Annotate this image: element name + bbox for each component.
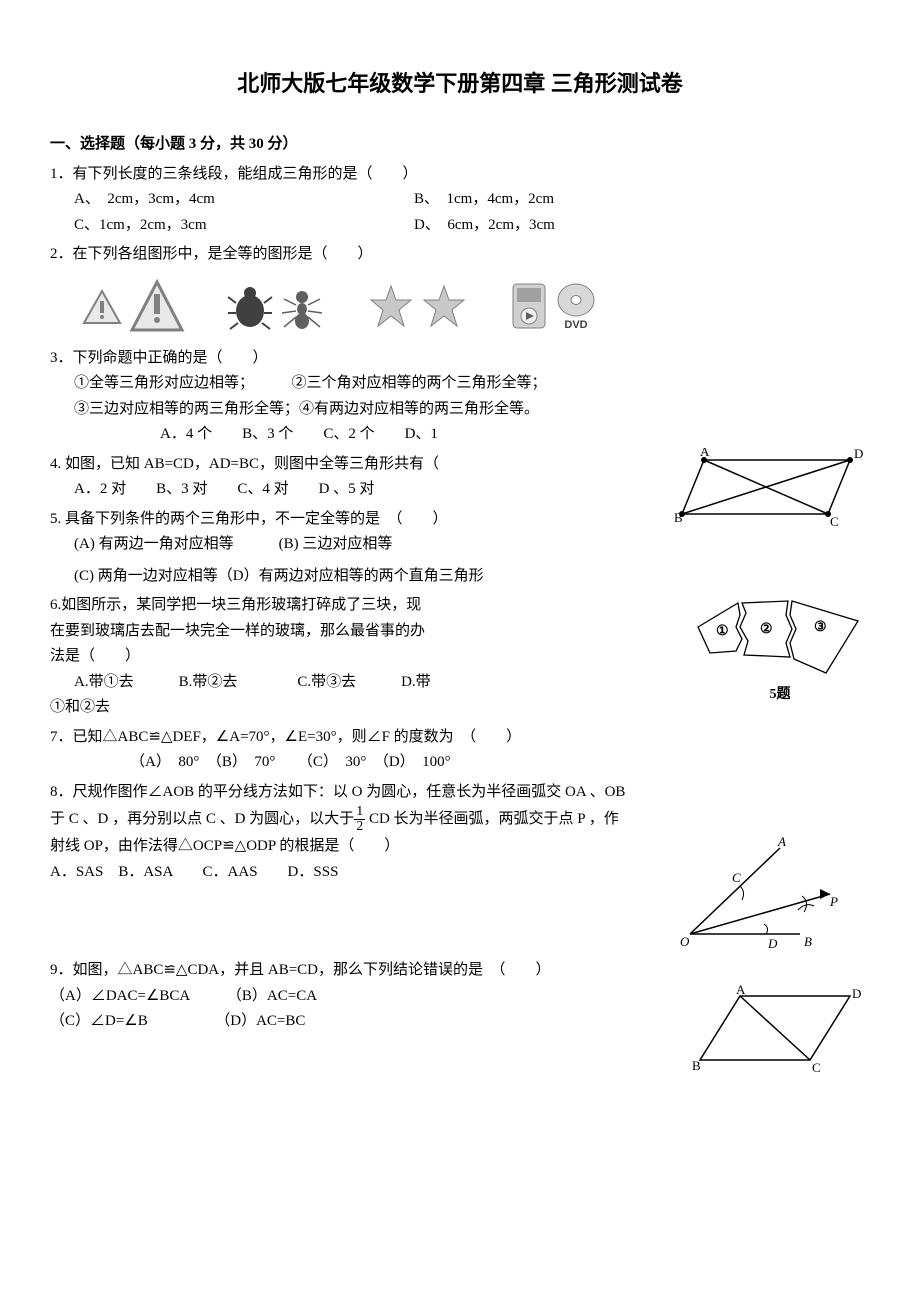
label-b: B: [674, 510, 683, 525]
label-c: C: [732, 870, 741, 885]
q3-line2: ③三边对应相等的两三角形全等；④有两边对应相等的两三角形全等。: [50, 397, 870, 423]
q3-stem: 3．下列命题中正确的是（ ）: [50, 346, 870, 372]
q2-stem: 2．在下列各组图形中，是全等的图形是（ ）: [50, 242, 870, 268]
q2-pair-b: [226, 283, 326, 331]
q1-opt-c: C、1cm，2cm，3cm: [74, 213, 414, 239]
q7-stem: 7．已知△ABC≌△DEF，∠A=70°，∠E=30°，则∠F 的度数为 （ ）: [50, 725, 870, 751]
dvd-icon: DVD: [553, 282, 599, 332]
q2-figures: DVD: [80, 278, 870, 336]
glass-piece-2-icon: ②: [760, 622, 773, 637]
label-a: A: [700, 448, 710, 459]
q1-opt-b: B、 1cm，4cm，2cm: [414, 187, 554, 213]
frac-den: 2: [354, 820, 365, 834]
label-b: B: [692, 1058, 701, 1073]
q7-opts: （A） 80° （B） 70° （C） 30° （D） 100°: [50, 750, 870, 776]
q1-opt-a: A、 2cm，3cm，4cm: [74, 187, 414, 213]
q2-pair-a: [80, 278, 186, 336]
svg-text:DVD: DVD: [564, 319, 587, 331]
media-player-icon: [509, 282, 549, 332]
label-p: P: [829, 894, 838, 909]
q8-figure: A C P O D B: [670, 834, 870, 954]
q5-l2: (C) 两角一边对应相等（D）有两边对应相等的两个直角三角形: [50, 564, 870, 590]
ant-icon: [278, 283, 326, 331]
q5-l1: (A) 有两边一角对应相等 (B) 三边对应相等: [50, 532, 870, 558]
question-8: 8．尺规作图作∠AOB 的平分线方法如下：以 O 为圆心，任意长为半径画弧交 O…: [50, 780, 870, 886]
question-1: 1．有下列长度的三条线段，能组成三角形的是（ ） A、 2cm，3cm，4cm …: [50, 162, 870, 239]
q8-l2-a: 于 C 、D ，再分别以点 C 、D 为圆心，以大于: [50, 811, 354, 827]
frac-num: 1: [354, 805, 365, 820]
question-9: 9．如图，△ABC≌△CDA，并且 AB=CD，那么下列结论错误的是 （ ） A…: [50, 958, 870, 1035]
q2-pair-d: DVD: [509, 282, 599, 332]
label-a: A: [736, 984, 746, 997]
fraction-half-icon: 12: [354, 805, 365, 834]
q2-pair-c: [366, 282, 470, 332]
triangle-warning-large-icon: [128, 278, 186, 336]
glass-piece-1-icon: ①: [716, 624, 729, 639]
label-d: D: [854, 448, 863, 461]
star-icon: [419, 282, 469, 332]
label-d: D: [767, 936, 778, 951]
q6-fig-label: 5题: [690, 683, 870, 707]
q8-stem-l2: 于 C 、D ，再分别以点 C 、D 为圆心，以大于12 CD 长为半径画弧，两…: [50, 805, 870, 834]
glass-piece-3-icon: ③: [814, 620, 827, 635]
q1-stem: 1．有下列长度的三条线段，能组成三角形的是（ ）: [50, 162, 870, 188]
label-o: O: [680, 934, 690, 949]
section-a-head: 一、选择题（每小题 3 分，共 30 分）: [50, 132, 870, 158]
star-icon: [366, 282, 416, 332]
q8-stem-l1: 8．尺规作图作∠AOB 的平分线方法如下：以 O 为圆心，任意长为半径画弧交 O…: [50, 780, 870, 806]
q1-opt-d: D、 6cm，2cm，3cm: [414, 213, 555, 239]
beetle-icon: [226, 283, 274, 331]
q4-figure: A D B C: [670, 448, 870, 528]
q9-stem: 9．如图，△ABC≌△CDA，并且 AB=CD，那么下列结论错误的是 （ ）: [50, 958, 870, 984]
triangle-warning-small-icon: [80, 285, 124, 329]
label-c: C: [812, 1060, 821, 1074]
q9-figure: A D B C: [690, 984, 870, 1074]
question-7: 7．已知△ABC≌△DEF，∠A=70°，∠E=30°，则∠F 的度数为 （ ）…: [50, 725, 870, 776]
page-title: 北师大版七年级数学下册第四章 三角形测试卷: [50, 65, 870, 102]
label-c: C: [830, 514, 839, 528]
label-a: A: [777, 834, 786, 849]
question-2: 2．在下列各组图形中，是全等的图形是（ ）: [50, 242, 870, 336]
label-d: D: [852, 986, 861, 1001]
q3-opts: A．4 个 B、3 个 C、2 个 D、1: [50, 422, 870, 448]
question-3: 3．下列命题中正确的是（ ） ①全等三角形对应边相等； ②三个角对应相等的两个三…: [50, 346, 870, 448]
label-b: B: [804, 934, 812, 949]
q3-line1: ①全等三角形对应边相等； ②三个角对应相等的两个三角形全等；: [50, 371, 870, 397]
q8-l2-b: CD 长为半径画弧，两弧交于点 P ，作: [365, 811, 619, 827]
q6-figure: ① ② ③ 5题: [690, 593, 870, 707]
